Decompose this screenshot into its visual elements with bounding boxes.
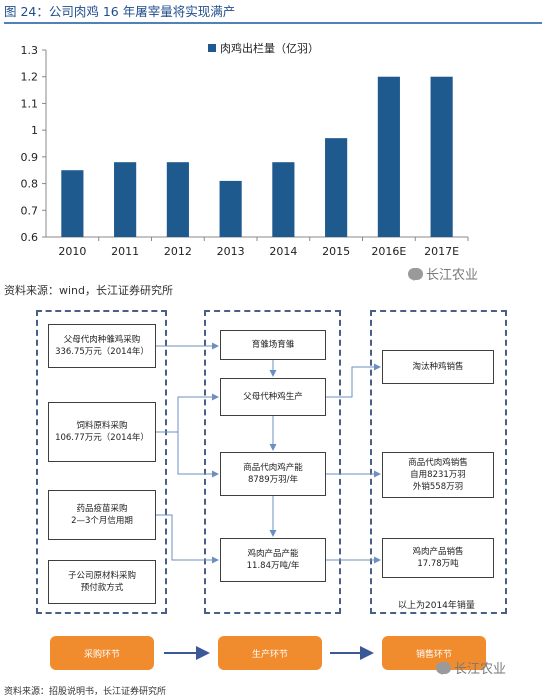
procurement-box-medicine: 药品疫苗采购 2—3个月信用期	[48, 490, 156, 540]
bar	[272, 162, 295, 237]
watermark: 长江农业	[408, 264, 478, 283]
legend-swatch	[208, 44, 216, 52]
y-axis: 0.6 0.7 0.8 0.9 1 1.1 1.2 1.3	[21, 44, 47, 244]
x-axis: 2010 2011 2012 2013 2014 2015 2016E 2017E	[46, 236, 469, 258]
bar	[219, 180, 242, 237]
y-tick-label: 1.1	[21, 97, 39, 110]
sales-box-meat-sales: 鸡肉产品销售 17.78万吨	[382, 538, 494, 578]
stage-procurement: 采购环节	[50, 636, 154, 670]
bar	[114, 162, 137, 237]
x-tick-label: 2010	[58, 245, 86, 258]
sales-note: 以上为2014年销量	[398, 601, 475, 611]
x-tick-label: 2017E	[424, 245, 459, 258]
production-box-parent-stock: 父母代种鸡生产	[220, 378, 326, 416]
production-box-meat-capacity: 鸡肉产品产能 11.84万吨/年	[220, 538, 326, 582]
bar	[166, 162, 189, 237]
y-tick-label: 1	[31, 124, 38, 137]
bar-chart: 0.60.70.80.911.11.21.3 2010 2011 2012 2013 2…	[21, 41, 469, 258]
y-tick-label: 0.6	[21, 231, 39, 244]
x-tick-label: 2015	[322, 245, 350, 258]
y-tick-label: 0.9	[21, 151, 39, 164]
procurement-box-subsidiary: 子公司原材料采购 预付款方式	[48, 560, 156, 604]
wechat-icon	[436, 662, 451, 675]
bar	[430, 76, 453, 237]
stage-sales: 销售环节	[382, 636, 486, 670]
x-tick-label: 2013	[217, 245, 245, 258]
sales-group	[370, 310, 507, 614]
sales-box-culled-breeders: 淘汰种鸡销售	[382, 350, 494, 384]
x-tick-label: 2014	[269, 245, 297, 258]
bars	[61, 76, 453, 237]
legend-label: 肉鸡出栏量（亿羽）	[220, 41, 319, 55]
sales-box-broiler-sales: 商品代肉鸡销售 自用8231万羽 外销558万羽	[382, 452, 494, 498]
x-tick-label: 2012	[164, 245, 192, 258]
bar	[61, 170, 84, 237]
bar	[377, 76, 400, 237]
wechat-icon	[408, 268, 423, 281]
watermark-bottom: 长江农业	[436, 658, 506, 677]
stage-production: 生产环节	[218, 636, 322, 670]
y-tick-label: 0.8	[21, 178, 39, 191]
x-tick-label: 2011	[111, 245, 139, 258]
legend: 肉鸡出栏量（亿羽）	[208, 41, 319, 55]
x-tick-label: 2016E	[371, 245, 406, 258]
bar	[325, 138, 348, 237]
procurement-box-parent-chicks: 父母代肉种雏鸡采购 336.75万元（2014年）	[48, 324, 156, 368]
procurement-group	[36, 310, 167, 614]
production-box-broiler-capacity: 商品代肉鸡产能 8789万羽/年	[220, 452, 326, 496]
procurement-box-feed: 饲料原料采购 106.77万元（2014年）	[48, 402, 156, 462]
production-box-brooding: 育雏场育雏	[220, 330, 326, 360]
figure-caption: 图 24：公司肉鸡 16 年屠宰量将实现满产	[4, 2, 542, 24]
y-tick-label: 1.3	[21, 44, 39, 57]
y-tick-label: 0.7	[21, 204, 39, 217]
source-note-top: 资料来源：wind，长江证券研究所	[4, 284, 174, 297]
y-tick-label: 1.2	[21, 71, 39, 84]
source-note-bottom: 资料来源：招股说明书，长江证券研究所	[4, 687, 167, 697]
